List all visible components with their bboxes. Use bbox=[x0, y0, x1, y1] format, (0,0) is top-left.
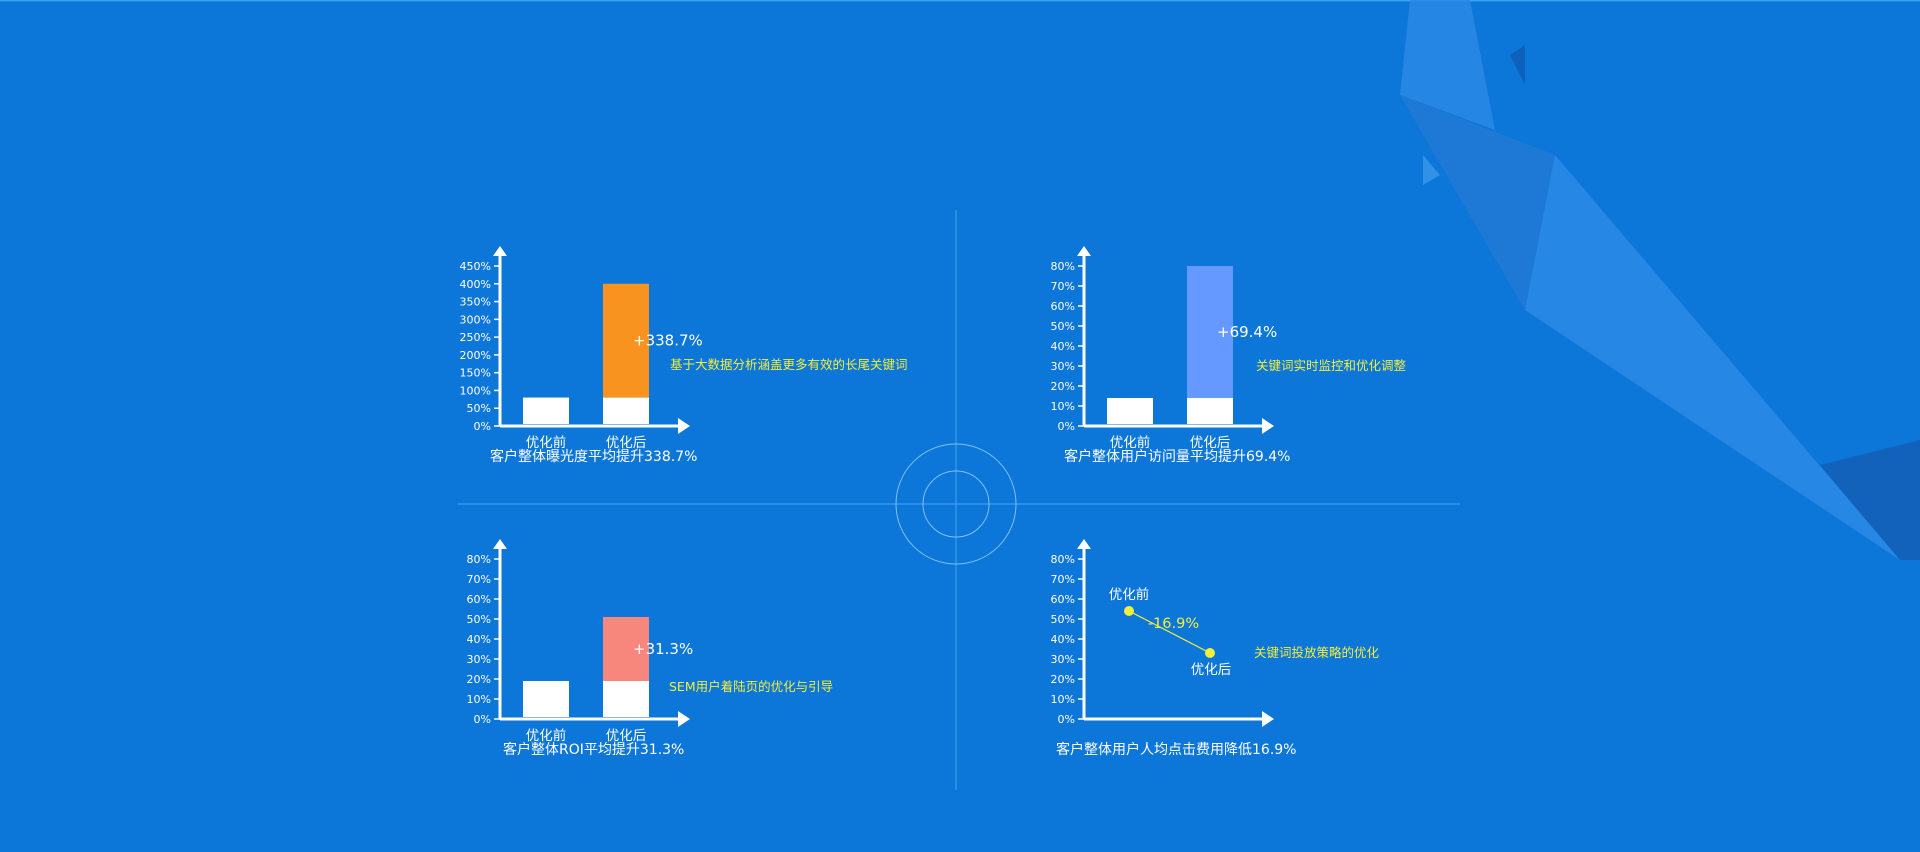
chart-roi-svg: 0% 10% 20% 30% 40% 50% 60% 70% 80% 优化前 +31.3% 优化后 bbox=[467, 539, 693, 744]
x-axis-arrow bbox=[1262, 711, 1274, 727]
y-tick-label: 40% bbox=[1051, 340, 1075, 353]
y-tick-label: 60% bbox=[1051, 300, 1075, 313]
y-tick-label: 150% bbox=[460, 367, 491, 380]
y-tick-label: 30% bbox=[1051, 360, 1075, 373]
y-tick-label: 70% bbox=[1051, 573, 1075, 586]
chart-panel-exposure: 0% 50% 100% 150% 200% 250% 300% 350% 400% 450% 优化前… bbox=[450, 242, 950, 492]
y-tick-label: 50% bbox=[1051, 320, 1075, 333]
y-axis-arrow bbox=[493, 246, 507, 256]
chart-caption: 客户整体用户访问量平均提升69.4% bbox=[1064, 449, 1291, 465]
data-point bbox=[1124, 606, 1134, 616]
bar-base bbox=[603, 397, 649, 424]
y-tick-label: 70% bbox=[1051, 280, 1075, 293]
y-tick-label: 60% bbox=[1051, 593, 1075, 606]
bar-base bbox=[523, 397, 569, 424]
chart-annotation: SEM用户着陆页的优化与引导 bbox=[669, 679, 834, 694]
increase-label: +338.7% bbox=[633, 332, 703, 350]
y-tick-label: 60% bbox=[467, 593, 491, 606]
y-tick-label: 50% bbox=[467, 402, 491, 415]
bar-increase bbox=[603, 283, 649, 398]
chart-visits-svg: 0% 10% 20% 30% 40% 50% 60% 70% 80% 优化前 +69.4% 优化后 bbox=[1051, 246, 1277, 451]
y-tick-label: 30% bbox=[467, 653, 491, 666]
chart-annotation: 基于大数据分析涵盖更多有效的长尾关键词 bbox=[670, 357, 908, 372]
chart-annotation: 关键词实时监控和优化调整 bbox=[1256, 358, 1407, 373]
y-tick-label: 350% bbox=[460, 296, 491, 309]
y-tick-label: 80% bbox=[467, 553, 491, 566]
y-tick-label: 10% bbox=[1051, 693, 1075, 706]
chart-caption: 客户整体曝光度平均提升338.7% bbox=[490, 449, 698, 465]
bar-base bbox=[1187, 398, 1233, 424]
x-tick-label: 优化前 bbox=[526, 434, 567, 451]
y-axis-arrow bbox=[1077, 539, 1091, 549]
y-tick-label: 450% bbox=[460, 260, 491, 273]
chart-panel-roi: 0% 10% 20% 30% 40% 50% 60% 70% 80% 优化前 +31.3% 优化后 S… bbox=[450, 535, 950, 785]
chart-annotation: 关键词投放策略的优化 bbox=[1254, 645, 1380, 660]
bar-base bbox=[603, 681, 649, 717]
x-axis-arrow bbox=[678, 418, 690, 434]
y-tick-label: 400% bbox=[460, 278, 491, 291]
point-label: 优化前 bbox=[1109, 586, 1150, 603]
y-tick-label: 30% bbox=[1051, 653, 1075, 666]
y-axis-arrow bbox=[493, 539, 507, 549]
chart-panel-visits: 0% 10% 20% 30% 40% 50% 60% 70% 80% 优化前 +69.4% 优化后 关… bbox=[1034, 242, 1534, 492]
y-tick-label: 10% bbox=[467, 693, 491, 706]
bar-base bbox=[1107, 398, 1153, 424]
y-tick-label: 20% bbox=[1051, 673, 1075, 686]
bar-base bbox=[523, 681, 569, 717]
increase-label: +69.4% bbox=[1217, 323, 1277, 341]
y-tick-label: 20% bbox=[1051, 380, 1075, 393]
x-axis-arrow bbox=[1262, 418, 1274, 434]
data-point bbox=[1205, 648, 1215, 658]
y-axis-arrow bbox=[1077, 246, 1091, 256]
y-tick-label: 0% bbox=[474, 713, 491, 726]
y-tick-label: 300% bbox=[460, 313, 491, 326]
bar-increase bbox=[1187, 266, 1233, 398]
series-line bbox=[1128, 610, 1211, 654]
y-tick-label: 250% bbox=[460, 331, 491, 344]
chart-panel-cpc: 0% 10% 20% 30% 40% 50% 60% 70% 80% 优化前优化后 -16.9% 关… bbox=[1034, 535, 1534, 785]
y-tick-label: 0% bbox=[474, 420, 491, 433]
y-tick-label: 20% bbox=[467, 673, 491, 686]
bar-increase bbox=[603, 617, 649, 681]
x-tick-label: 优化后 bbox=[606, 728, 647, 744]
x-tick-label: 优化后 bbox=[606, 435, 647, 451]
x-tick-label: 优化后 bbox=[1190, 435, 1231, 451]
y-tick-label: 0% bbox=[1058, 713, 1075, 726]
x-tick-label: 优化前 bbox=[1110, 434, 1151, 451]
y-tick-label: 70% bbox=[467, 573, 491, 586]
chart-exposure-svg: 0% 50% 100% 150% 200% 250% 300% 350% 400% 450% 优化前… bbox=[460, 246, 703, 451]
x-tick-label: 优化前 bbox=[526, 727, 567, 744]
y-tick-label: 100% bbox=[460, 384, 491, 397]
y-tick-label: 0% bbox=[1058, 420, 1075, 433]
y-tick-label: 80% bbox=[1051, 553, 1075, 566]
chart-caption: 客户整体ROI平均提升31.3% bbox=[503, 742, 685, 758]
point-label: 优化后 bbox=[1191, 662, 1232, 678]
chart-caption: 客户整体用户人均点击费用降低16.9% bbox=[1056, 742, 1297, 758]
y-tick-label: 50% bbox=[467, 613, 491, 626]
y-tick-label: 50% bbox=[1051, 613, 1075, 626]
increase-label: +31.3% bbox=[633, 640, 693, 658]
y-tick-label: 200% bbox=[460, 349, 491, 362]
y-tick-label: 10% bbox=[1051, 400, 1075, 413]
y-tick-label: 40% bbox=[467, 633, 491, 646]
y-tick-label: 40% bbox=[1051, 633, 1075, 646]
x-axis-arrow bbox=[678, 711, 690, 727]
line-change-label: -16.9% bbox=[1148, 616, 1199, 632]
y-tick-label: 80% bbox=[1051, 260, 1075, 273]
